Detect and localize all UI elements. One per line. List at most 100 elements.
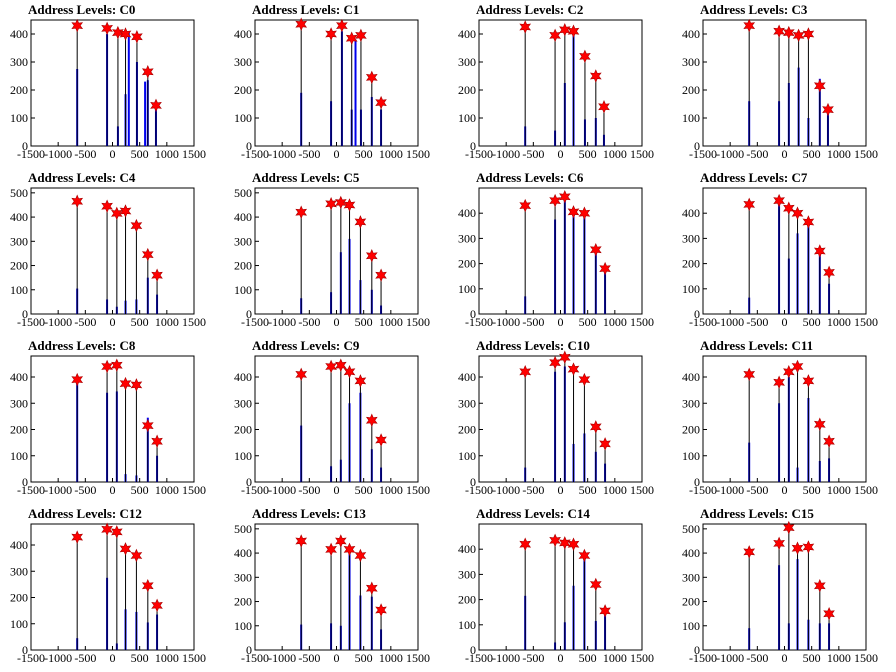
- peak-marker: [343, 542, 356, 557]
- x-tick-label: -500: [74, 147, 96, 161]
- x-tick-label: -1500: [689, 315, 717, 329]
- x-tick-label: 0: [558, 147, 564, 161]
- peak-marker: [335, 195, 347, 210]
- peak-marker: [141, 578, 154, 593]
- plot-frame: [702, 523, 867, 651]
- x-tick-label: -1000: [492, 651, 520, 665]
- y-tick-label: 400: [10, 27, 28, 41]
- y-tick-label: 500: [10, 186, 28, 200]
- x-tick-label: -1500: [17, 315, 45, 329]
- x-tick-label: 0: [782, 315, 788, 329]
- peak-marker: [151, 268, 163, 282]
- chart-panel: Address Levels: C13 0 100 200 300 400 500 -1500…: [224, 504, 448, 672]
- x-tick-label: 0: [334, 483, 340, 497]
- chart-title: Address Levels: C10: [476, 338, 590, 353]
- x-tick-label: -1500: [689, 651, 717, 665]
- x-tick-label: -1000: [716, 315, 744, 329]
- y-tick-label: 0: [22, 643, 28, 657]
- plot-frame: [30, 355, 195, 483]
- peak-marker: [365, 413, 378, 428]
- chart-svg: Address Levels: C2 0 100 200 300 400 -1500 -100…: [458, 2, 654, 161]
- peak-marker: [791, 359, 804, 374]
- peak-marker: [822, 102, 834, 117]
- chart-title: Address Levels: C9: [252, 338, 360, 353]
- x-tick-label: 1000: [379, 315, 403, 329]
- chart-panel: Address Levels: C2 0 100 200 300 400 -1500 -100…: [448, 0, 672, 168]
- y-tick-label: 500: [234, 522, 252, 536]
- y-tick-label: 100: [10, 617, 28, 631]
- peak-marker: [578, 548, 591, 563]
- chart-title: Address Levels: C3: [700, 2, 808, 17]
- y-tick-label: 200: [458, 83, 476, 97]
- x-tick-label: 500: [579, 315, 597, 329]
- chart-svg: Address Levels: C8 0 100 200 300 400 -1500 -100…: [10, 338, 206, 497]
- peak-marker: [354, 548, 367, 563]
- x-tick-label: -1000: [716, 651, 744, 665]
- x-tick-label: 1500: [406, 147, 430, 161]
- peak-marker: [101, 522, 113, 537]
- x-tick-label: -500: [746, 651, 768, 665]
- x-tick-label: 500: [579, 147, 597, 161]
- x-tick-label: 1000: [379, 147, 403, 161]
- histogram-bar: [127, 31, 130, 147]
- plot-frame: [30, 523, 195, 651]
- plot-frame: [254, 355, 419, 483]
- peak-marker: [119, 27, 132, 41]
- y-tick-label: 0: [470, 139, 476, 153]
- peak-marker: [559, 536, 571, 550]
- peak-marker: [792, 28, 805, 43]
- peak-marker: [111, 525, 123, 539]
- x-tick-label: -500: [522, 147, 544, 161]
- peak-marker: [336, 18, 348, 33]
- y-tick-label: 400: [458, 206, 476, 220]
- peak-marker: [150, 98, 162, 113]
- x-tick-label: -500: [746, 483, 768, 497]
- peak-marker: [375, 268, 387, 282]
- x-tick-label: -1500: [689, 483, 717, 497]
- peak-marker: [813, 244, 826, 258]
- peak-marker: [802, 374, 815, 388]
- peak-marker: [295, 205, 308, 219]
- x-tick-label: 500: [803, 315, 821, 329]
- y-tick-label: 300: [10, 564, 28, 578]
- y-tick-label: 400: [682, 546, 700, 560]
- peak-marker: [783, 520, 795, 535]
- x-tick-label: -1000: [492, 147, 520, 161]
- y-tick-label: 200: [10, 591, 28, 605]
- peak-marker: [783, 365, 795, 379]
- peak-marker: [101, 21, 113, 36]
- y-tick-label: 300: [458, 55, 476, 69]
- chart-panel: Address Levels: C11 0 100 200 300 400 -1500 -10…: [672, 336, 896, 504]
- y-tick-label: 400: [10, 538, 28, 552]
- chart-panel: Address Levels: C0 0 100 200 300 400 -1500 -100…: [0, 0, 224, 168]
- x-tick-label: 1000: [155, 315, 179, 329]
- peak-marker: [141, 418, 154, 433]
- y-tick-label: 100: [682, 111, 700, 125]
- peak-marker: [151, 598, 163, 613]
- peak-marker: [519, 537, 532, 551]
- y-tick-label: 200: [10, 83, 28, 97]
- peak-marker: [71, 372, 84, 387]
- x-tick-label: 1500: [182, 651, 206, 665]
- x-tick-label: -1500: [17, 483, 45, 497]
- y-tick-label: 400: [682, 370, 700, 384]
- histogram-bar: [144, 81, 147, 146]
- x-tick-label: -500: [298, 147, 320, 161]
- chart-svg: Address Levels: C50100200300400500-1500-…: [234, 170, 430, 329]
- chart-panel: Address Levels: C1 0 100 200 300 400 -1500 -100…: [224, 0, 448, 168]
- peak-marker: [791, 206, 804, 220]
- peak-marker: [101, 199, 113, 213]
- x-tick-label: 0: [782, 651, 788, 665]
- peak-marker: [375, 95, 387, 110]
- y-tick-label: 100: [234, 111, 252, 125]
- x-tick-label: 0: [334, 147, 340, 161]
- plot-frame: [30, 19, 195, 147]
- y-tick-label: 100: [234, 619, 252, 633]
- peak-marker: [567, 24, 580, 38]
- peak-marker: [802, 540, 815, 554]
- x-tick-label: 1000: [827, 483, 851, 497]
- chart-panel: Address Levels: C9 0 100 200 300 400 -1500 -100…: [224, 336, 448, 504]
- peak-marker: [559, 23, 571, 37]
- x-tick-label: 500: [355, 147, 373, 161]
- x-tick-label: -1500: [465, 315, 493, 329]
